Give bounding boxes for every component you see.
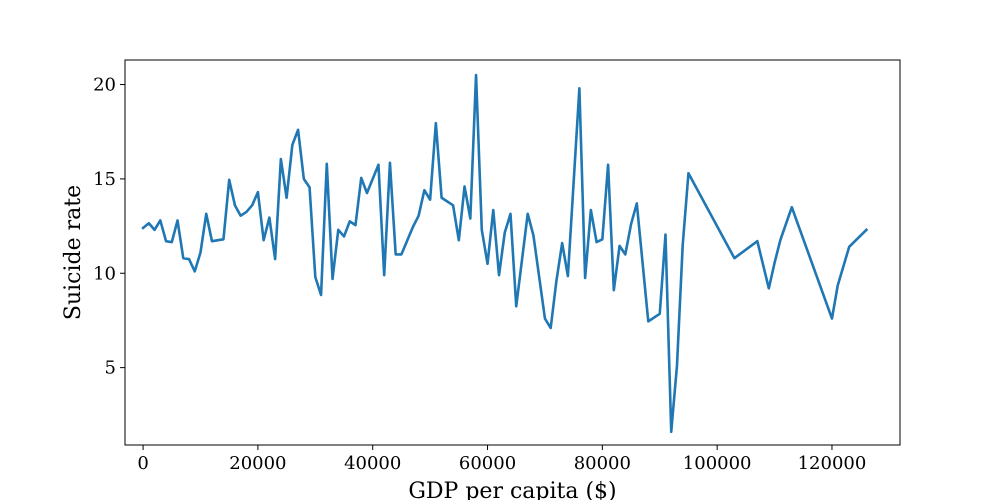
x-tick-label: 60000 xyxy=(459,453,516,474)
y-axis: 5 10 15 20 xyxy=(93,75,125,379)
y-axis-label: Suicide rate xyxy=(61,185,86,320)
x-tick-label: 80000 xyxy=(574,453,631,474)
series-line xyxy=(141,73,869,434)
x-tick-label: 20000 xyxy=(229,453,286,474)
y-tick-label: 20 xyxy=(93,75,116,96)
y-tick-label: 10 xyxy=(93,263,116,284)
x-tick-label: 100000 xyxy=(683,453,752,474)
x-axis: 0 20000 40000 60000 80000 100000 120000 xyxy=(137,445,866,474)
axes-frame xyxy=(124,59,901,446)
y-tick-label: 5 xyxy=(105,358,116,379)
plot-line-layer xyxy=(141,73,869,434)
x-tick-label: 40000 xyxy=(344,453,401,474)
y-tick-label: 15 xyxy=(93,169,116,190)
x-tick-label: 120000 xyxy=(798,453,867,474)
x-axis-label: GDP per capita ($) xyxy=(408,479,616,500)
x-tick-label: 0 xyxy=(137,453,148,474)
